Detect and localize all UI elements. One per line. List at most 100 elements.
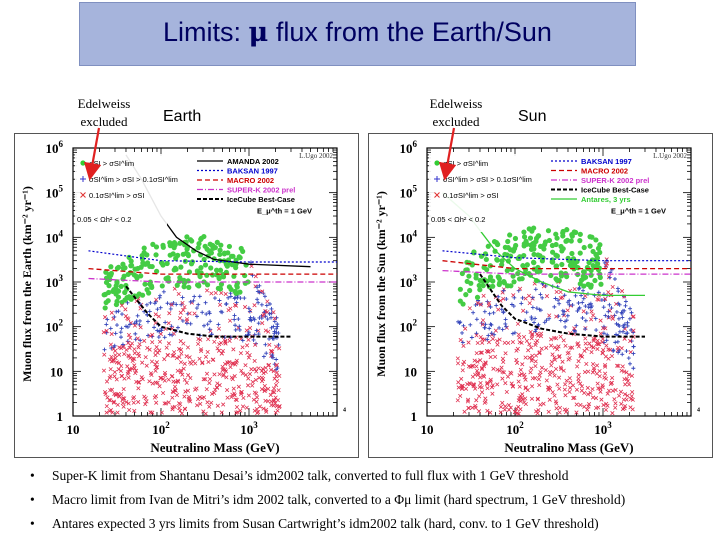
scatter-point-red xyxy=(166,400,171,405)
scatter-point-blue xyxy=(175,325,180,330)
scatter-point-green xyxy=(208,265,214,271)
scatter-point-red xyxy=(126,332,132,337)
scatter-point-red xyxy=(119,391,124,397)
scatter-point-red xyxy=(546,409,551,414)
scatter-point-green xyxy=(563,238,569,244)
scatter-point-green xyxy=(111,286,117,293)
scatter-point-green xyxy=(535,233,542,239)
scatter-point-red xyxy=(182,361,187,366)
scatter-point-blue xyxy=(627,316,632,321)
scatter-point-red xyxy=(613,401,618,406)
scatter-point-red xyxy=(581,309,586,314)
scatter-point-red xyxy=(209,400,214,405)
scatter-point-red xyxy=(477,394,482,399)
scatter-point-blue xyxy=(158,293,163,298)
scatter-point-blue xyxy=(501,288,506,293)
scatter-point-red xyxy=(567,376,572,381)
scatter-point-green xyxy=(483,256,489,263)
scatter-point-red xyxy=(224,387,230,393)
scatter-point-red xyxy=(181,366,186,371)
scatter-point-green xyxy=(592,277,598,284)
scatter-point-green xyxy=(545,228,552,234)
scatter-point-green xyxy=(581,244,587,251)
scatter-point-green xyxy=(516,276,523,282)
scatter-point-red xyxy=(458,393,463,399)
scatter-point-blue xyxy=(510,331,515,336)
scatter-point-red xyxy=(253,274,258,279)
scatter-point-green xyxy=(159,283,165,289)
scatter-point-blue xyxy=(501,309,506,314)
scatter-point-red xyxy=(547,397,552,402)
scatter-point-red xyxy=(225,360,231,366)
scatter-point-red xyxy=(107,375,112,380)
scatter-point-red xyxy=(153,352,158,358)
scatter-point-green xyxy=(554,277,560,283)
scatter-point-blue xyxy=(524,310,529,315)
excluded-label-right-line2: excluded xyxy=(432,114,480,129)
scatter-point-blue xyxy=(207,309,212,314)
scatter-point-red xyxy=(485,380,490,385)
scatter-point-blue xyxy=(616,301,621,306)
scatter-point-red xyxy=(263,328,268,333)
scatter-point-red xyxy=(523,385,528,390)
scatter-point-green xyxy=(217,267,224,273)
scatter-point-red xyxy=(175,378,180,383)
scatter-point-red xyxy=(495,338,500,344)
scatter-point-red xyxy=(621,397,626,402)
scatter-point-blue xyxy=(120,312,125,317)
scatter-point-red xyxy=(246,355,251,360)
scatter-point-red xyxy=(238,408,243,413)
scatter-point-red xyxy=(475,368,480,373)
scatter-point-red xyxy=(462,409,467,414)
scatter-point-red xyxy=(127,367,132,373)
scatter-point-blue xyxy=(588,301,593,306)
scatter-point-red xyxy=(132,323,138,328)
scatter-point-red xyxy=(112,374,117,379)
scatter-point-red xyxy=(576,344,581,349)
scatter-point-red xyxy=(459,376,464,381)
scatter-point-red xyxy=(625,378,631,384)
scatter-point-green xyxy=(125,271,131,278)
scatter-point-blue xyxy=(197,294,202,299)
scatter-point-blue xyxy=(271,336,276,341)
scatter-point-red xyxy=(628,338,633,344)
scatter-point-blue xyxy=(626,356,631,361)
scatter-point-red xyxy=(530,333,535,338)
scatter-point-red xyxy=(592,368,597,373)
scatter-point-green xyxy=(232,288,238,295)
scatter-point-blue xyxy=(529,317,534,322)
scatter-point-red xyxy=(131,400,136,405)
scatter-point-red xyxy=(527,342,532,347)
scatter-point-red xyxy=(161,391,166,396)
scatter-point-red xyxy=(228,365,233,370)
scatter-point-blue xyxy=(247,309,252,314)
scatter-point-red xyxy=(490,336,495,341)
scatter-point-red xyxy=(586,404,591,409)
scatter-point-blue xyxy=(603,313,608,318)
scatter-point-red xyxy=(274,344,279,349)
scatter-point-green xyxy=(173,266,179,272)
scatter-point-red xyxy=(495,367,500,372)
scatter-point-red xyxy=(584,361,589,367)
scatter-point-red xyxy=(101,330,106,335)
scatter-point-blue xyxy=(191,298,196,303)
scatter-point-red xyxy=(563,382,568,387)
scatter-point-red xyxy=(165,352,170,358)
scatter-point-red xyxy=(169,374,174,379)
scatter-point-red xyxy=(552,345,557,350)
scatter-point-red xyxy=(491,366,496,371)
scatter-point-green xyxy=(553,231,559,237)
scatter-point-red xyxy=(215,346,220,351)
scatter-point-green xyxy=(531,260,537,266)
scatter-point-green xyxy=(521,243,527,249)
scatter-point-red xyxy=(240,371,245,376)
scatter-point-blue xyxy=(165,301,170,306)
scatter-point-red xyxy=(537,351,542,356)
scatter-point-red xyxy=(485,408,490,413)
scatter-point-red xyxy=(509,381,514,386)
scatter-point-blue xyxy=(612,276,617,281)
scatter-point-red xyxy=(234,358,239,363)
scatter-point-red xyxy=(212,390,217,395)
scatter-point-green xyxy=(587,234,593,240)
